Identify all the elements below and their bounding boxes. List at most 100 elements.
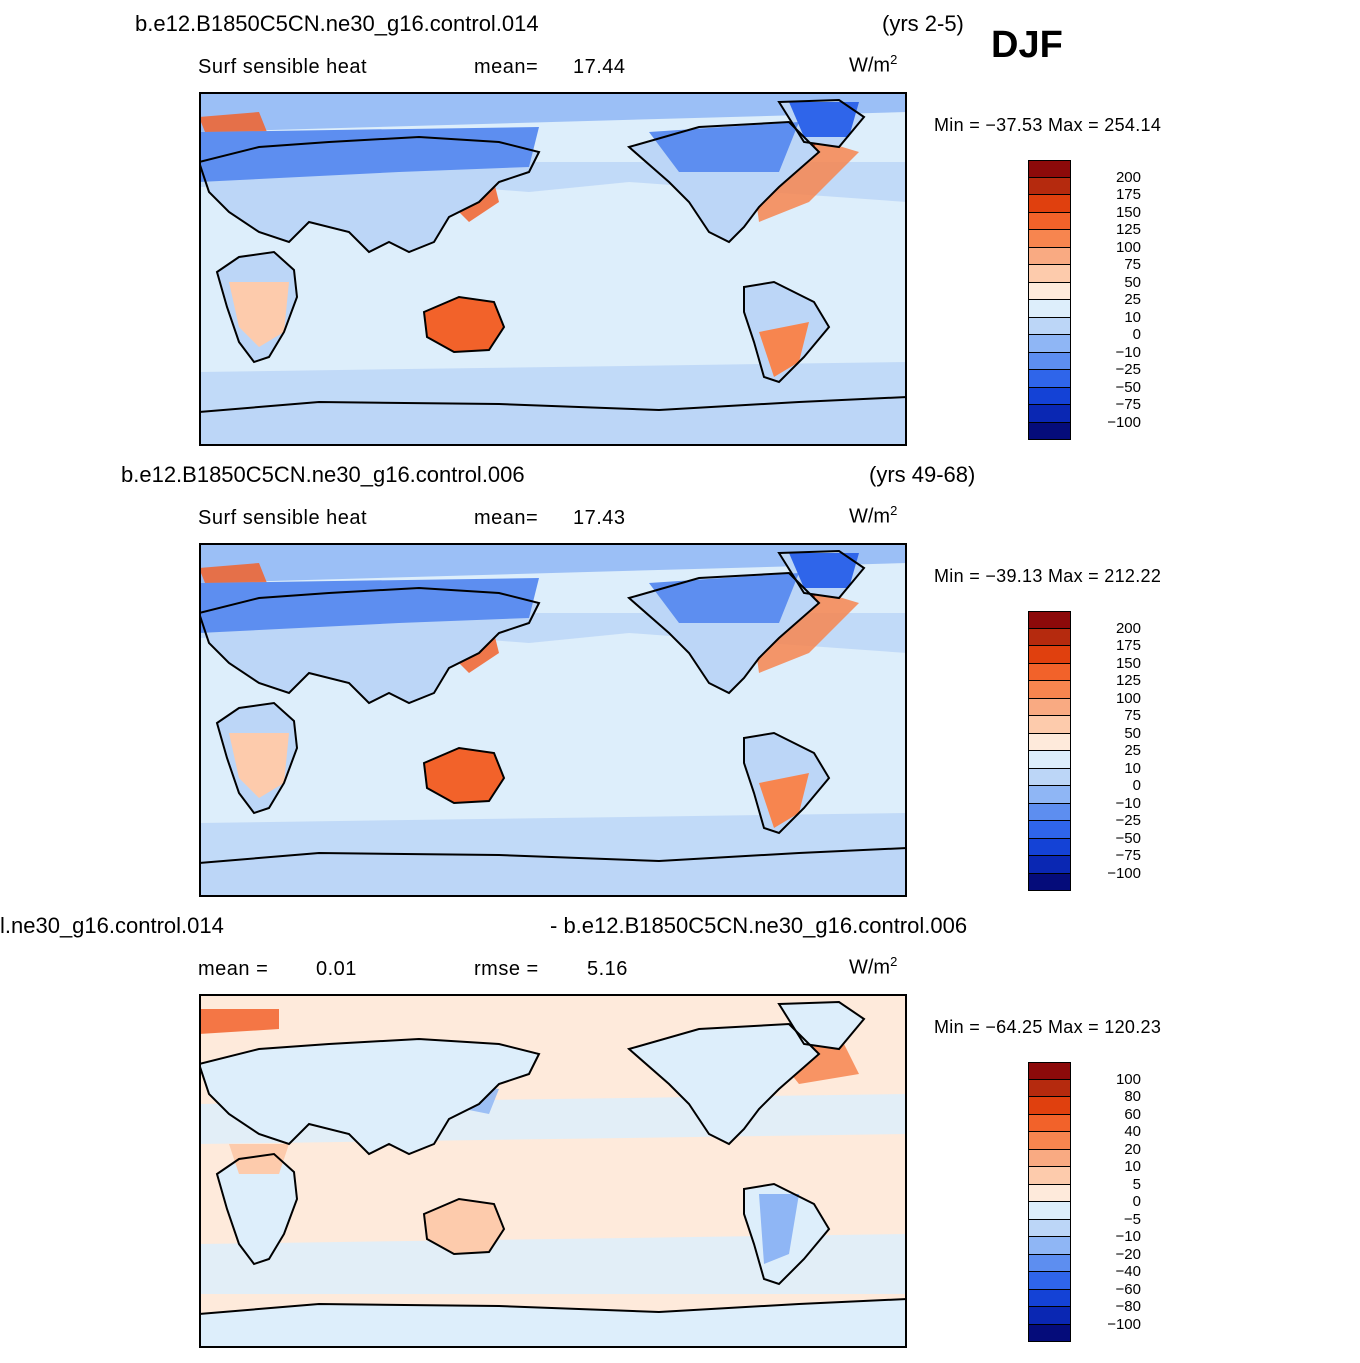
colorbar-tick-label: 60 <box>1124 1105 1141 1123</box>
coastline <box>422 295 506 354</box>
colorbar-tick-label: 50 <box>1124 724 1141 742</box>
panel-2-variable: Surf sensible heat <box>198 507 368 529</box>
colorbar-tick-label: 5 <box>1132 1175 1141 1193</box>
colorbar-tick-label: 50 <box>1124 273 1141 291</box>
colorbar-swatch <box>1028 247 1071 265</box>
colorbar-swatch <box>1028 803 1071 821</box>
land-fill <box>199 848 907 897</box>
colorbar-tick-label: 175 <box>1115 186 1141 203</box>
colorbar-swatch <box>1028 282 1071 300</box>
panel-3-map <box>199 994 907 1348</box>
colorbar-swatch <box>1028 628 1071 646</box>
map-frame <box>199 994 907 1348</box>
land-fill <box>199 397 907 446</box>
panel-3-mean-label: mean = <box>198 958 269 980</box>
panel-1-min-max: Min = −37.53 Max = 254.14 <box>934 115 1162 135</box>
colorbar-swatch <box>1028 370 1071 388</box>
land-fill <box>629 1024 819 1144</box>
field-contour <box>759 1194 799 1264</box>
colorbar-swatch <box>1028 1167 1071 1185</box>
map-frame <box>199 92 907 446</box>
colorbar-swatch <box>1028 387 1071 405</box>
colorbar-tick-label: 125 <box>1115 672 1141 689</box>
colorbar-tick-label: 75 <box>1124 707 1141 724</box>
colorbar-tick-label: 175 <box>1115 637 1141 654</box>
panel-2-map <box>199 543 907 897</box>
colorbar-swatch <box>1028 698 1071 716</box>
colorbar-swatch <box>1028 300 1071 318</box>
colorbar-tick-label: −25 <box>1115 812 1141 829</box>
panel-1-colorbar: 200 175 150 125 100 75 50 25 10 0 −10 −25 −50 −75 −100 <box>1028 160 1141 440</box>
field-contour <box>199 92 907 132</box>
colorbar-swatch <box>1028 1149 1071 1167</box>
colorbar-tick-label: −20 <box>1115 1245 1141 1263</box>
colorbar-tick-label: 10 <box>1124 759 1141 777</box>
colorbar-tick-label: 150 <box>1115 654 1141 672</box>
colorbar-swatch <box>1028 733 1071 751</box>
colorbar-tick-label: −5 <box>1123 1210 1141 1228</box>
colorbar-swatch <box>1028 786 1071 804</box>
land-fill <box>199 1039 539 1154</box>
colorbar-tick-label: 20 <box>1124 1140 1141 1158</box>
field-contour <box>424 297 504 352</box>
colorbar-tick-label: 75 <box>1124 256 1141 273</box>
colorbar-swatch <box>1028 751 1071 769</box>
panel-2-mean-label: mean= <box>474 507 539 529</box>
colorbar-swatch <box>1028 611 1071 629</box>
panel-3-rmse-label: rmse = <box>474 958 539 980</box>
colorbar-tick-label: −100 <box>1107 864 1141 882</box>
field-contour <box>199 127 539 182</box>
coastline <box>743 1182 831 1286</box>
land-fill <box>199 1299 907 1348</box>
field-contour <box>199 1234 907 1294</box>
coastline <box>215 250 299 364</box>
coastline <box>422 1197 506 1256</box>
map-frame <box>199 543 907 897</box>
colorbar-tick-label: −75 <box>1115 847 1141 864</box>
coastline <box>743 280 831 384</box>
panel-3-colorbar: 100 80 60 40 20 10 5 0 −5 −10 −20 −40 −60 −80 −100 <box>1028 1062 1141 1342</box>
panel-3-case-title: l.ne30_g16.control.014 <box>0 913 224 938</box>
panel-2-min-max: Min = −39.13 Max = 212.22 <box>934 566 1162 586</box>
coastline <box>777 1000 866 1051</box>
colorbar-swatch <box>1028 352 1071 370</box>
colorbar-tick-label: −75 <box>1115 396 1141 413</box>
colorbar-swatch <box>1028 160 1071 178</box>
colorbar-swatch <box>1028 1237 1071 1255</box>
panel-2-mean-value: 17.43 <box>573 507 626 529</box>
colorbar-tick-label: 125 <box>1115 221 1141 238</box>
panel-2-case-title: b.e12.B1850C5CN.ne30_g16.control.006 <box>121 462 525 487</box>
colorbar-tick-label: 100 <box>1115 238 1141 256</box>
field-contour <box>199 543 907 583</box>
colorbar-tick-label: 0 <box>1132 1193 1141 1210</box>
colorbar-tick-label: −10 <box>1115 1228 1141 1245</box>
colorbar-swatch <box>1028 873 1071 891</box>
panel-1-map <box>199 92 907 446</box>
coastline <box>626 1022 821 1146</box>
colorbar-swatch <box>1028 1289 1071 1307</box>
panel-3-mean-value: 0.01 <box>316 958 357 980</box>
colorbar-swatch <box>1028 681 1071 699</box>
colorbar-tick-label: 80 <box>1124 1088 1141 1105</box>
field-contour <box>424 1199 504 1254</box>
panel-1-units: W/m2 <box>849 52 898 77</box>
colorbar-swatch <box>1028 195 1071 213</box>
coastline <box>199 395 907 446</box>
coastline <box>777 98 866 149</box>
colorbar-swatch <box>1028 1254 1071 1272</box>
panel-3-case-title-2: - b.e12.B1850C5CN.ne30_g16.control.006 <box>550 913 968 938</box>
colorbar-tick-label: 150 <box>1115 203 1141 221</box>
panel-1-years: (yrs 2-5) <box>882 11 964 36</box>
coastline <box>199 586 541 705</box>
field-contour <box>424 748 504 803</box>
field-contour <box>649 573 799 623</box>
colorbar-swatch <box>1028 1272 1071 1290</box>
colorbar-swatch <box>1028 716 1071 734</box>
field-contour <box>229 282 289 347</box>
panel-3-units: W/m2 <box>849 954 898 979</box>
colorbar-tick-label: −40 <box>1115 1263 1141 1280</box>
colorbar-swatch <box>1028 230 1071 248</box>
colorbar-tick-label: −100 <box>1107 1315 1141 1333</box>
colorbar-tick-label: 0 <box>1132 326 1141 343</box>
colorbar-swatch <box>1028 1324 1071 1342</box>
